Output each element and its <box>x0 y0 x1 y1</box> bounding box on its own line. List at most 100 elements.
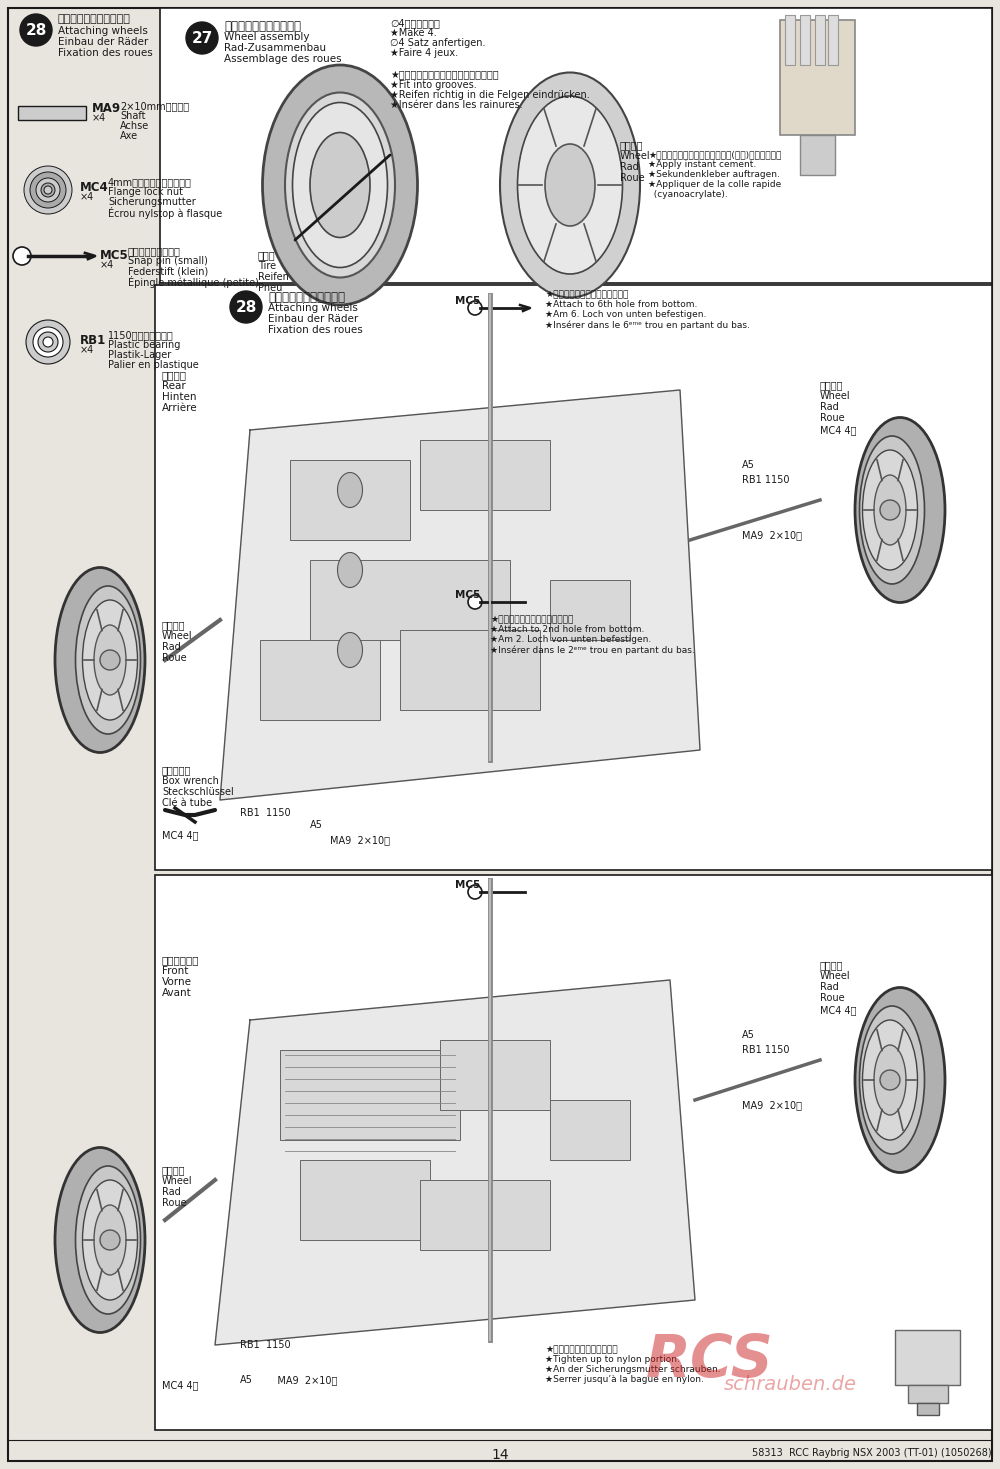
Text: 1150プラベアリング: 1150プラベアリング <box>108 331 174 339</box>
Text: MC4 4㎜: MC4 4㎜ <box>820 425 856 435</box>
Text: MC5: MC5 <box>455 591 480 599</box>
Text: Tire: Tire <box>258 261 276 270</box>
Text: （リア）: （リア） <box>162 370 187 380</box>
Text: RCS: RCS <box>646 1331 774 1388</box>
Text: MA9: MA9 <box>92 101 121 115</box>
Text: Roue: Roue <box>820 413 845 423</box>
Bar <box>917 1403 939 1415</box>
Text: ★Faire 4 jeux.: ★Faire 4 jeux. <box>390 48 458 57</box>
Bar <box>400 630 540 710</box>
Circle shape <box>41 184 55 197</box>
Ellipse shape <box>545 144 595 226</box>
Text: ★Insérer dans les rainures.: ★Insérer dans les rainures. <box>390 100 523 110</box>
Text: Flange lock nut: Flange lock nut <box>108 187 183 197</box>
Circle shape <box>30 172 66 209</box>
Text: MC5: MC5 <box>100 250 129 261</box>
Circle shape <box>24 166 72 214</box>
Text: 2×10mmシャフト: 2×10mmシャフト <box>120 101 189 112</box>
Bar <box>420 441 550 510</box>
Text: Einbau der Räder: Einbau der Räder <box>58 37 148 47</box>
Bar <box>908 1385 948 1403</box>
Ellipse shape <box>862 1019 918 1140</box>
Text: ★Insérer dans le 2ᵉᵐᵉ trou en partant du bas.: ★Insérer dans le 2ᵉᵐᵉ trou en partant du… <box>490 645 695 655</box>
Circle shape <box>230 291 262 323</box>
Text: 28: 28 <box>25 22 47 38</box>
Text: RB1  1150: RB1 1150 <box>240 808 291 818</box>
Bar <box>550 580 630 640</box>
Text: Federstift (klein): Federstift (klein) <box>128 266 208 276</box>
Text: Plastik-Lager: Plastik-Lager <box>108 350 171 360</box>
Text: Shaft: Shaft <box>120 112 146 120</box>
Text: MA9  2×10㎜: MA9 2×10㎜ <box>742 1100 802 1111</box>
Ellipse shape <box>860 1006 924 1155</box>
Text: ★下から６番目の穴に入れます。: ★下から６番目の穴に入れます。 <box>545 289 628 300</box>
Circle shape <box>13 247 31 264</box>
Text: ★Sekundenkleber auftragen.: ★Sekundenkleber auftragen. <box>648 170 780 179</box>
Text: Einbau der Räder: Einbau der Räder <box>268 314 358 325</box>
Text: ★Reifen richtig in die Felgen eindrücken.: ★Reifen richtig in die Felgen eindrücken… <box>390 90 590 100</box>
Circle shape <box>880 499 900 520</box>
Text: Avant: Avant <box>162 989 192 997</box>
Ellipse shape <box>82 1180 138 1300</box>
Ellipse shape <box>855 987 945 1172</box>
Text: MA9  2×10㎜: MA9 2×10㎜ <box>742 530 802 541</box>
Circle shape <box>26 320 70 364</box>
Text: (cyanoacrylate).: (cyanoacrylate). <box>648 190 728 198</box>
Text: MC4 4㎜: MC4 4㎜ <box>162 1379 198 1390</box>
Text: Wheel: Wheel <box>820 391 851 401</box>
Text: 14: 14 <box>491 1448 509 1462</box>
Text: MA9  2×10㎜: MA9 2×10㎜ <box>268 1375 337 1385</box>
Text: ホイール: ホイール <box>620 140 644 150</box>
Text: ★Attach to 6th hole from bottom.: ★Attach to 6th hole from bottom. <box>545 300 697 308</box>
Text: 4mmフランジロックナット: 4mmフランジロックナット <box>108 176 192 187</box>
Ellipse shape <box>855 417 945 602</box>
Ellipse shape <box>500 72 640 298</box>
Text: ★Appliquer de la colle rapide: ★Appliquer de la colle rapide <box>648 181 781 190</box>
Ellipse shape <box>874 1044 906 1115</box>
Text: Arrière: Arrière <box>162 403 198 413</box>
Text: ∅4個作ります。: ∅4個作ります。 <box>390 18 440 28</box>
Circle shape <box>880 1069 900 1090</box>
Text: 28: 28 <box>235 300 257 314</box>
Text: Rad: Rad <box>162 1187 181 1197</box>
Text: Fixation des roues: Fixation des roues <box>268 325 363 335</box>
Text: ★Am 2. Loch von unten befestigen.: ★Am 2. Loch von unten befestigen. <box>490 635 651 643</box>
Text: ★タイヤとホイールの間に接着剤(別売)を併します。: ★タイヤとホイールの間に接着剤(別売)を併します。 <box>648 150 781 159</box>
Text: Box wrench: Box wrench <box>162 776 219 786</box>
Text: Steckschlüssel: Steckschlüssel <box>162 787 234 798</box>
Text: ×4: ×4 <box>100 260 114 270</box>
Text: Reifen: Reifen <box>258 272 289 282</box>
Circle shape <box>468 301 482 314</box>
Text: Wheel: Wheel <box>820 971 851 981</box>
Bar <box>260 640 380 720</box>
Text: A5: A5 <box>742 1030 755 1040</box>
Bar <box>420 1180 550 1250</box>
Ellipse shape <box>55 567 145 752</box>
Ellipse shape <box>338 633 362 667</box>
Text: MC4: MC4 <box>80 181 109 194</box>
Text: Attaching wheels: Attaching wheels <box>268 303 358 313</box>
Text: ホイール: ホイール <box>162 620 186 630</box>
Text: ★An der Sicherungsmutter schrauben.: ★An der Sicherungsmutter schrauben. <box>545 1365 721 1374</box>
Text: MC4 4㎜: MC4 4㎜ <box>162 830 198 840</box>
Ellipse shape <box>518 95 622 275</box>
Text: （フロント）: （フロント） <box>162 955 200 965</box>
Text: Clé à tube: Clé à tube <box>162 798 212 808</box>
Text: MC4 4㎜: MC4 4㎜ <box>820 1005 856 1015</box>
Text: Roue: Roue <box>162 1199 187 1208</box>
Text: A5: A5 <box>742 460 755 470</box>
Bar <box>800 15 810 65</box>
Ellipse shape <box>862 450 918 570</box>
Text: A5: A5 <box>240 1375 253 1385</box>
Circle shape <box>468 595 482 610</box>
Bar <box>828 15 838 65</box>
Text: RB1  1150: RB1 1150 <box>240 1340 291 1350</box>
Text: ホイール: ホイール <box>162 1165 186 1175</box>
Text: Rear: Rear <box>162 380 186 391</box>
Text: ★タイヤをホイールのみぞにはめます。: ★タイヤをホイールのみぞにはめます。 <box>390 71 499 79</box>
Text: ★Apply instant cement.: ★Apply instant cement. <box>648 160 756 169</box>
Text: （ホイールの取り付け）: （ホイールの取り付け） <box>58 15 131 24</box>
Bar <box>155 876 992 1429</box>
Text: Roue: Roue <box>820 993 845 1003</box>
Text: RB1 1150: RB1 1150 <box>742 474 790 485</box>
